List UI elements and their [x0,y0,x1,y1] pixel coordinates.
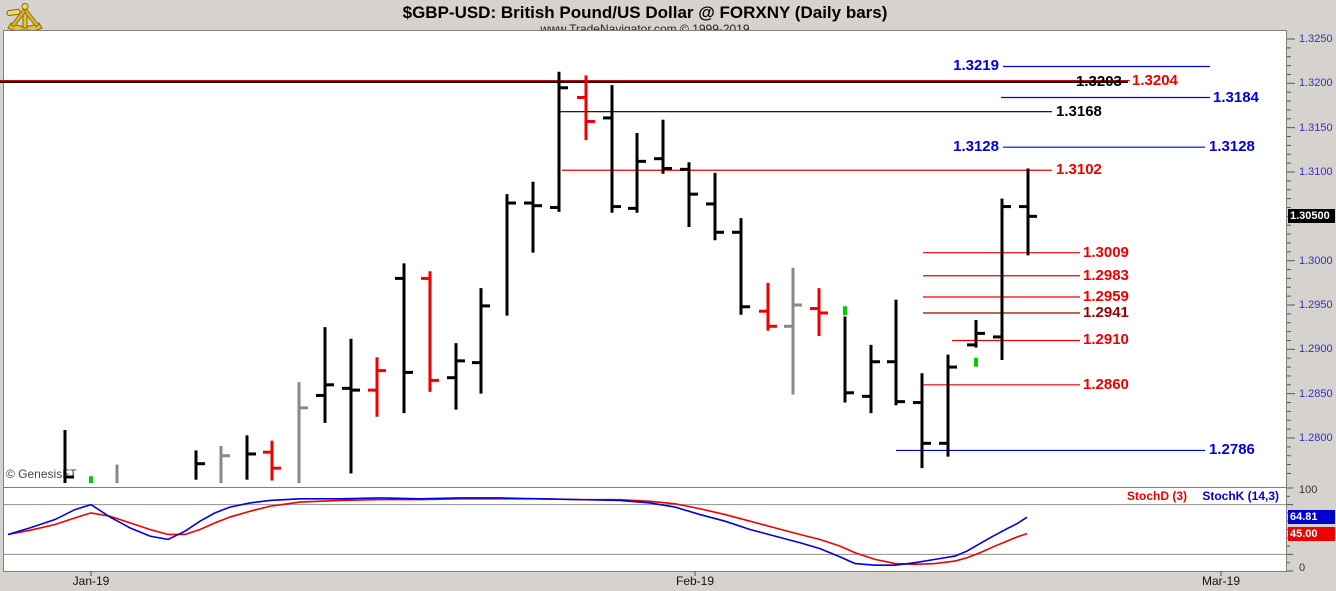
level-label-1.3203: 1.3203 [1076,72,1122,90]
level-label-1.2910: 1.2910 [1083,331,1129,349]
chart-title: $GBP-USD: British Pound/US Dollar @ FORX… [402,3,888,22]
stochk-value-badge: 64.81 [1288,510,1335,525]
current-price-badge: 1.30500 [1288,209,1335,224]
stoch-axis-label-100: 100 [1299,484,1318,496]
genesis-sextant-logo-icon [6,3,43,35]
price-axis-label: 1.3250 [1299,33,1333,45]
level-label-1.3128: 1.3128 [953,138,999,156]
level-label-1.2983: 1.2983 [1083,266,1129,284]
level-label-1.3009: 1.3009 [1083,243,1129,261]
price-axis-label: 1.2950 [1299,299,1333,311]
level-label-1.2959: 1.2959 [1083,288,1129,306]
price-axis-label: 1.3150 [1299,121,1333,134]
level-label-1.3102: 1.3102 [1056,161,1102,179]
stoch-axis-label-0: 0 [1299,562,1306,574]
month-label-Jan-19: Jan-19 [72,574,110,588]
level-label-1.3168: 1.3168 [1056,102,1102,120]
price-axis-label: 1.3200 [1299,77,1333,90]
price-axis-label: 1.3100 [1299,166,1333,178]
price-axis-label: 1.3000 [1299,254,1333,267]
stochastic-panel[interactable] [3,487,1287,572]
level-label-1.2786: 1.2786 [1209,441,1255,459]
month-label-Mar-19: Mar-19 [1201,574,1240,588]
genesis-watermark: © GenesisFT [6,467,77,481]
level-label-1.2941: 1.2941 [1083,303,1129,321]
level-label-1.3204: 1.3204 [1132,71,1178,89]
stochd-legend-label: StochD (3) [1127,489,1187,503]
price-axis-label: 1.2850 [1299,387,1333,400]
level-label-1.2860: 1.2860 [1083,375,1129,393]
price-chart-panel[interactable] [3,30,1287,488]
level-label-1.3219: 1.3219 [953,57,999,75]
month-label-Feb-19: Feb-19 [675,574,715,588]
level-label-1.3184: 1.3184 [1213,88,1259,106]
stochd-value-badge: 45.00 [1288,526,1335,541]
level-label-1.3128: 1.3128 [1209,138,1255,156]
price-axis-label: 1.2900 [1299,343,1333,356]
stochk-legend-label: StochK (14,3) [1202,489,1279,503]
price-axis-label: 1.2800 [1299,432,1333,444]
